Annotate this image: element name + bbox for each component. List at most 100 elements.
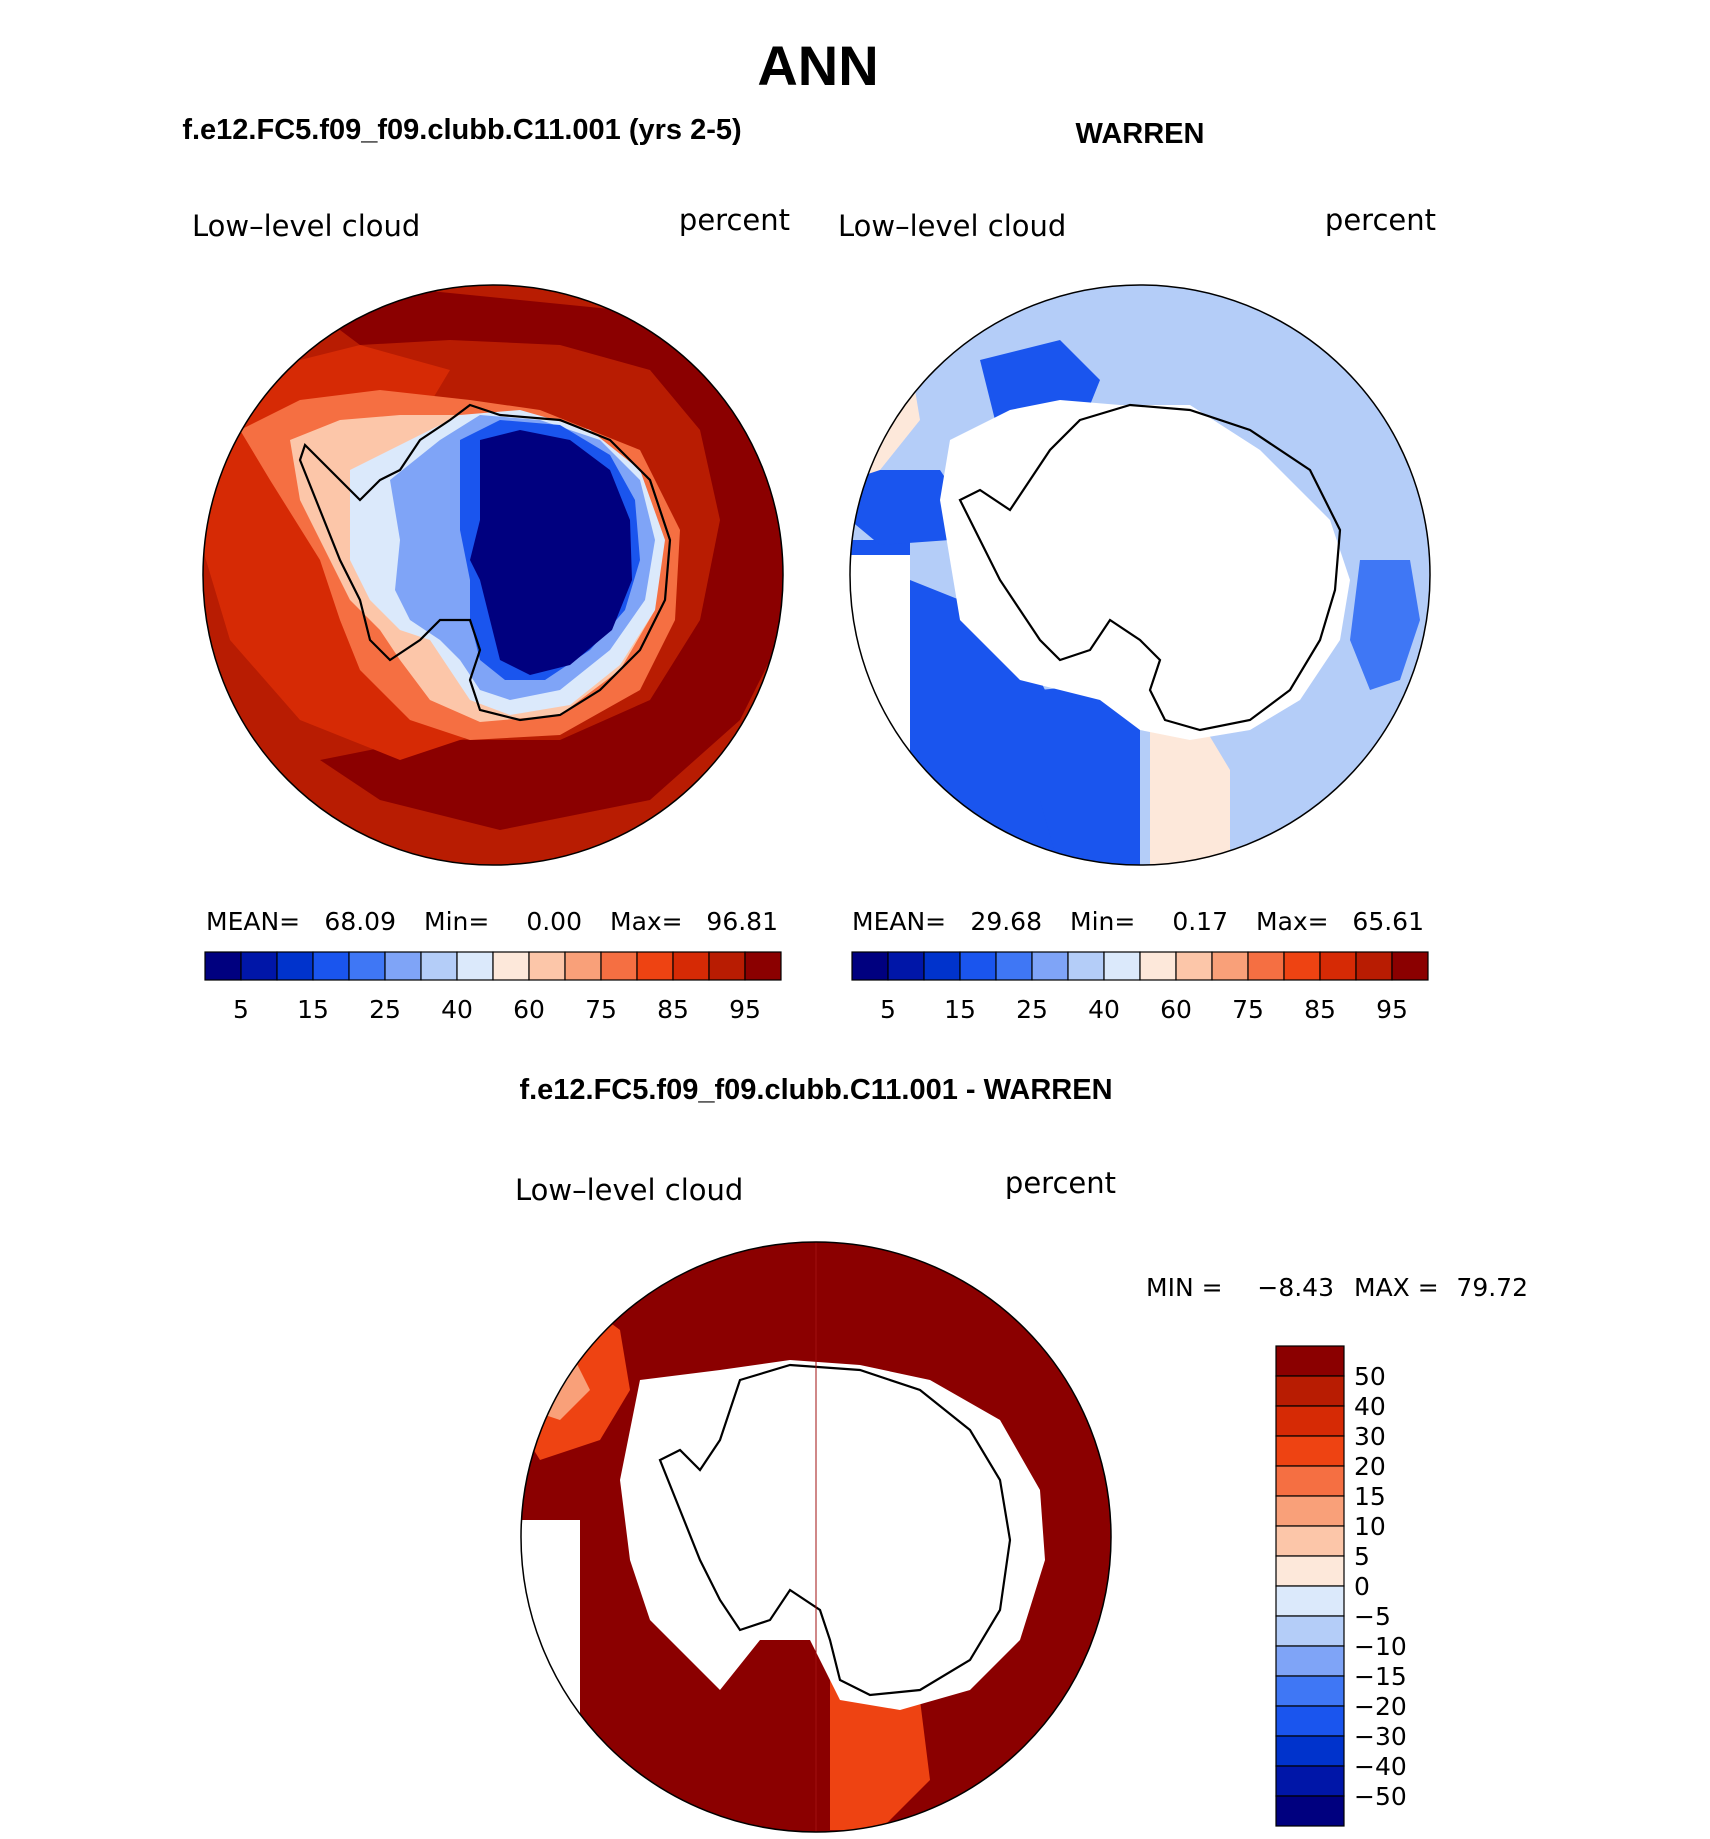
colorbar-tick-label: −40 xyxy=(1354,1752,1407,1781)
colorbar-tick-label: 0 xyxy=(1354,1572,1370,1601)
colorbar-swatch xyxy=(1275,1375,1345,1407)
colorbar-tick-label: −20 xyxy=(1354,1692,1407,1721)
colorbar-tick-label: 75 xyxy=(1232,995,1264,1024)
colorbar-swatch xyxy=(1211,951,1249,981)
colorbar-swatch xyxy=(1247,951,1285,981)
panel-obs-stats: MEAN= 29.68 Min= 0.17 Max= 65.61 xyxy=(852,907,1424,936)
colorbar-swatch xyxy=(1355,951,1393,981)
colorbar-swatch xyxy=(1067,951,1105,981)
colorbar-tick-label: 10 xyxy=(1354,1512,1386,1541)
colorbar-tick-label: 75 xyxy=(585,995,617,1024)
panel-diff-map-border xyxy=(520,1241,1112,1833)
colorbar-tick-label: −30 xyxy=(1354,1722,1407,1751)
colorbar-swatch xyxy=(744,951,782,981)
panel-model-stats: MEAN= 68.09 Min= 0.00 Max= 96.81 xyxy=(206,907,778,936)
map-field-high-region xyxy=(300,290,783,830)
colorbar-swatch xyxy=(851,951,889,981)
panel-obs-title: WARREN xyxy=(1076,118,1205,150)
colorbar-swatch xyxy=(708,951,746,981)
stat-max-value: 65.61 xyxy=(1352,907,1424,936)
stat-max-label: Max= xyxy=(610,907,683,936)
colorbar-tick-label: 60 xyxy=(1160,995,1192,1024)
colorbar-swatch xyxy=(1275,1435,1345,1467)
colorbar-swatch xyxy=(1275,1525,1345,1557)
colorbar-tick-label: 50 xyxy=(1354,1362,1386,1391)
panel-model: f.e12.FC5.f09_f09.clubb.C11.001 (yrs 2-5… xyxy=(182,114,790,1024)
colorbar-swatch xyxy=(923,951,961,981)
colorbar-tick-label: 25 xyxy=(369,995,401,1024)
obs-coastline xyxy=(958,403,1342,732)
stat-mean-value: 29.68 xyxy=(970,907,1042,936)
colorbar-swatch xyxy=(1103,951,1141,981)
panel-diff-units-label: percent xyxy=(1005,1166,1116,1200)
colorbar-swatch xyxy=(1275,1555,1345,1587)
colorbar-swatch xyxy=(1275,1705,1345,1737)
colorbar-swatch xyxy=(995,951,1033,981)
obs-field-bottom-peach xyxy=(1150,720,1230,865)
colorbar-swatch xyxy=(204,951,242,981)
obs-field-west-blue xyxy=(850,470,960,545)
panel-obs-units-label: percent xyxy=(1325,203,1436,237)
panel-model-map xyxy=(203,285,783,865)
colorbar-tick-label: 85 xyxy=(1304,995,1336,1024)
diff-coastline xyxy=(658,1363,1012,1697)
colorbar-swatch xyxy=(887,951,925,981)
stat-max-value: 96.81 xyxy=(706,907,778,936)
figure-title: ANN xyxy=(757,34,878,97)
colorbar-tick-label: −5 xyxy=(1354,1602,1391,1631)
panel-obs-colorbar: 5 15 25 40 60 75 85 95 xyxy=(851,951,1429,1024)
colorbar-tick-label: −15 xyxy=(1354,1662,1407,1691)
stat-max-value: 79.72 xyxy=(1456,1273,1528,1302)
colorbar-tick-label: −10 xyxy=(1354,1632,1407,1661)
colorbar-tick-label: 15 xyxy=(1354,1482,1386,1511)
map-coastline xyxy=(298,403,672,722)
stat-min-label: Min= xyxy=(424,907,489,936)
colorbar-swatch xyxy=(384,951,422,981)
colorbar-tick-label: 40 xyxy=(441,995,473,1024)
colorbar-tick-label: 40 xyxy=(1088,995,1120,1024)
colorbar-swatch xyxy=(240,951,278,981)
colorbar-tick-label: 5 xyxy=(1354,1542,1370,1571)
colorbar-tick-label: 5 xyxy=(233,995,249,1024)
colorbar-swatch xyxy=(1275,1615,1345,1647)
colorbar-tick-label: 40 xyxy=(1354,1392,1386,1421)
panel-model-colorbar: 5 15 25 40 60 75 85 95 xyxy=(204,951,782,1024)
panel-diff-variable-label: Low–level cloud xyxy=(515,1173,743,1207)
diff-missing-antarctica xyxy=(620,1360,1045,1710)
panel-model-title: f.e12.FC5.f09_f09.clubb.C11.001 (yrs 2-5… xyxy=(182,114,741,146)
colorbar-swatch xyxy=(528,951,566,981)
colorbar-tick-label: 85 xyxy=(657,995,689,1024)
colorbar-swatch xyxy=(1031,951,1069,981)
colorbar-swatch xyxy=(1275,1645,1345,1677)
colorbar-swatch xyxy=(1175,951,1213,981)
stat-mean-label: MEAN= xyxy=(852,907,946,936)
stat-min-value: 0.17 xyxy=(1172,907,1228,936)
colorbar-tick-label: 15 xyxy=(944,995,976,1024)
colorbar-swatch xyxy=(1275,1765,1345,1797)
colorbar-tick-label: 30 xyxy=(1354,1422,1386,1451)
colorbar-tick-label: 5 xyxy=(880,995,896,1024)
stat-max-label: MAX = xyxy=(1354,1273,1439,1302)
colorbar-tick-label: 20 xyxy=(1354,1452,1386,1481)
colorbar-swatch xyxy=(1391,951,1429,981)
stat-max-label: Max= xyxy=(1256,907,1329,936)
panel-diff-stats: MIN = −8.43 MAX = 79.72 xyxy=(1146,1273,1528,1302)
colorbar-swatch xyxy=(1275,1465,1345,1497)
colorbar-swatch xyxy=(276,951,314,981)
colorbar-swatch xyxy=(1283,951,1321,981)
colorbar-swatch xyxy=(1275,1675,1345,1707)
panel-obs-variable-label: Low–level cloud xyxy=(838,209,1066,243)
colorbar-swatch xyxy=(456,951,494,981)
colorbar-swatch xyxy=(636,951,674,981)
colorbar-swatch xyxy=(1275,1585,1345,1617)
colorbar-swatch xyxy=(1275,1795,1345,1827)
colorbar-swatch xyxy=(312,951,350,981)
colorbar-tick-label: 95 xyxy=(729,995,761,1024)
colorbar-swatch xyxy=(348,951,386,981)
colorbar-swatch xyxy=(600,951,638,981)
panel-diff: f.e12.FC5.f09_f09.clubb.C11.001 - WARREN… xyxy=(515,1074,1528,1833)
colorbar-swatch xyxy=(1319,951,1357,981)
stat-min-label: Min= xyxy=(1070,907,1135,936)
